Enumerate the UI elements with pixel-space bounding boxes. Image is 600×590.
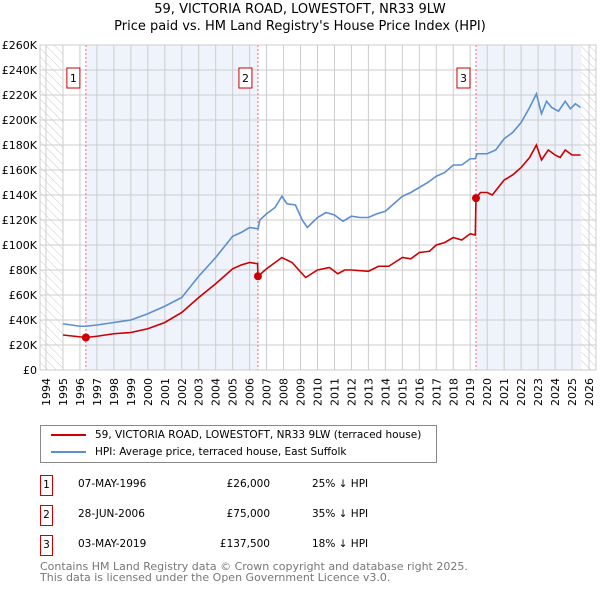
x-tick-label: 2007 <box>261 378 274 406</box>
sale-marker-label: 1 <box>40 475 53 496</box>
x-tick-label: 2002 <box>176 378 189 406</box>
sale-marker-number: 3 <box>460 72 467 85</box>
sale-hpi-diff: 25% ↓ HPI <box>312 478 369 490</box>
x-tick-label: 2008 <box>278 378 291 406</box>
x-tick-label: 2009 <box>295 378 308 406</box>
x-tick-label: 2014 <box>379 378 392 406</box>
y-tick-label: £120K <box>2 214 38 227</box>
x-tick-label: 2023 <box>532 378 545 406</box>
sale-price: £26,000 <box>226 478 270 490</box>
sale-date: 03-MAY-2019 <box>78 538 147 550</box>
plot-border <box>39 44 597 371</box>
chart-title: 59, VICTORIA ROAD, LOWESTOFT, NR33 9LW <box>154 2 446 17</box>
x-tick-label: 1996 <box>74 378 87 406</box>
sale-marker-box <box>238 67 253 89</box>
legend-label-price: 59, VICTORIA ROAD, LOWESTOFT, NR33 9LW (… <box>95 429 422 441</box>
footer-licence: This data is licensed under the Open Gov… <box>40 571 391 584</box>
footer: Contains HM Land Registry data © Crown c… <box>40 561 468 583</box>
x-tick-label: 1999 <box>125 378 138 406</box>
y-tick-label: £220K <box>2 89 38 102</box>
legend-swatch-price <box>51 434 86 436</box>
x-tick-label: 2024 <box>549 378 562 406</box>
sale-hpi-diff: 18% ↓ HPI <box>312 538 369 550</box>
no-data-hatch-left <box>40 45 63 370</box>
x-tick-label: 2016 <box>413 378 426 406</box>
x-tick-label: 2021 <box>498 378 511 406</box>
x-tick-label: 2020 <box>481 378 494 406</box>
legend-swatch-hpi <box>51 451 86 453</box>
y-tick-label: £0 <box>23 364 37 377</box>
x-tick-label: 1995 <box>57 378 70 406</box>
sale-marker-number: 1 <box>70 72 77 85</box>
x-tick-label: 2013 <box>362 378 375 406</box>
y-tick-label: £240K <box>2 64 38 77</box>
sale-row: 1 07-MAY-1996 £26,000 25% ↓ HPI <box>40 475 460 496</box>
sale-point <box>81 333 90 342</box>
x-tick-label: 2012 <box>345 378 358 406</box>
x-tick-label: 1994 <box>40 378 53 406</box>
x-tick-label: 2019 <box>464 378 477 406</box>
ownership-shade <box>475 45 582 370</box>
x-tick-label: 2000 <box>142 378 155 406</box>
y-tick-label: £80K <box>9 264 38 277</box>
x-tick-label: 2001 <box>159 378 172 406</box>
y-tick-label: £200K <box>2 114 38 127</box>
y-tick-label: £160K <box>2 164 38 177</box>
legend-label-hpi: HPI: Average price, terraced house, East… <box>95 446 347 458</box>
sale-point <box>471 194 480 203</box>
sale-row: 3 03-MAY-2019 £137,500 18% ↓ HPI <box>40 535 460 556</box>
footer-copyright: Contains HM Land Registry data © Crown c… <box>40 560 468 573</box>
x-tick-label: 2006 <box>244 378 257 406</box>
sale-point <box>253 272 262 281</box>
sale-price: £75,000 <box>226 508 270 520</box>
x-tick-label: 1997 <box>91 378 104 406</box>
y-tick-label: £100K <box>2 239 38 252</box>
x-tick-label: 2004 <box>210 378 223 406</box>
x-tick-label: 2018 <box>447 378 460 406</box>
price-paid-line <box>62 143 581 339</box>
hpi-line <box>62 91 581 328</box>
x-tick-label: 2017 <box>430 378 443 406</box>
chart-subtitle: Price paid vs. HM Land Registry's House … <box>114 19 486 34</box>
x-tick-label: 2003 <box>193 378 206 406</box>
x-tick-label: 1998 <box>108 378 121 406</box>
x-tick-label: 2022 <box>515 378 528 406</box>
x-tick-label: 2011 <box>328 378 341 406</box>
sale-marker-number: 2 <box>242 72 249 85</box>
x-tick-label: 2025 <box>566 378 579 406</box>
sale-marker-label: 3 <box>40 535 53 556</box>
x-tick-label: 2026 <box>583 378 596 406</box>
sale-date: 28-JUN-2006 <box>78 508 145 520</box>
legend: 59, VICTORIA ROAD, LOWESTOFT, NR33 9LW (… <box>40 425 437 463</box>
sale-marker-box <box>66 67 81 89</box>
y-tick-label: £60K <box>9 289 38 302</box>
x-tick-label: 2010 <box>312 378 325 406</box>
x-tick-label: 2005 <box>227 378 240 406</box>
y-tick-label: £20K <box>9 339 38 352</box>
ownership-shade <box>85 45 258 370</box>
plot-area: 1994 1995 1996 1997 1998 1999 2000 2001 2002 2003… <box>2 39 597 406</box>
y-tick-label: £140K <box>2 189 38 202</box>
y-tick-label: £260K <box>2 39 38 52</box>
x-tick-label: 2015 <box>396 378 409 406</box>
sale-date: 07-MAY-1996 <box>78 478 147 490</box>
y-tick-label: £180K <box>2 139 38 152</box>
sale-row: 2 28-JUN-2006 £75,000 35% ↓ HPI <box>40 505 460 526</box>
sale-marker-box <box>456 67 471 89</box>
sale-hpi-diff: 35% ↓ HPI <box>312 508 369 520</box>
sale-price: £137,500 <box>219 538 270 550</box>
y-tick-label: £40K <box>9 314 38 327</box>
sale-marker-label: 2 <box>40 505 53 526</box>
